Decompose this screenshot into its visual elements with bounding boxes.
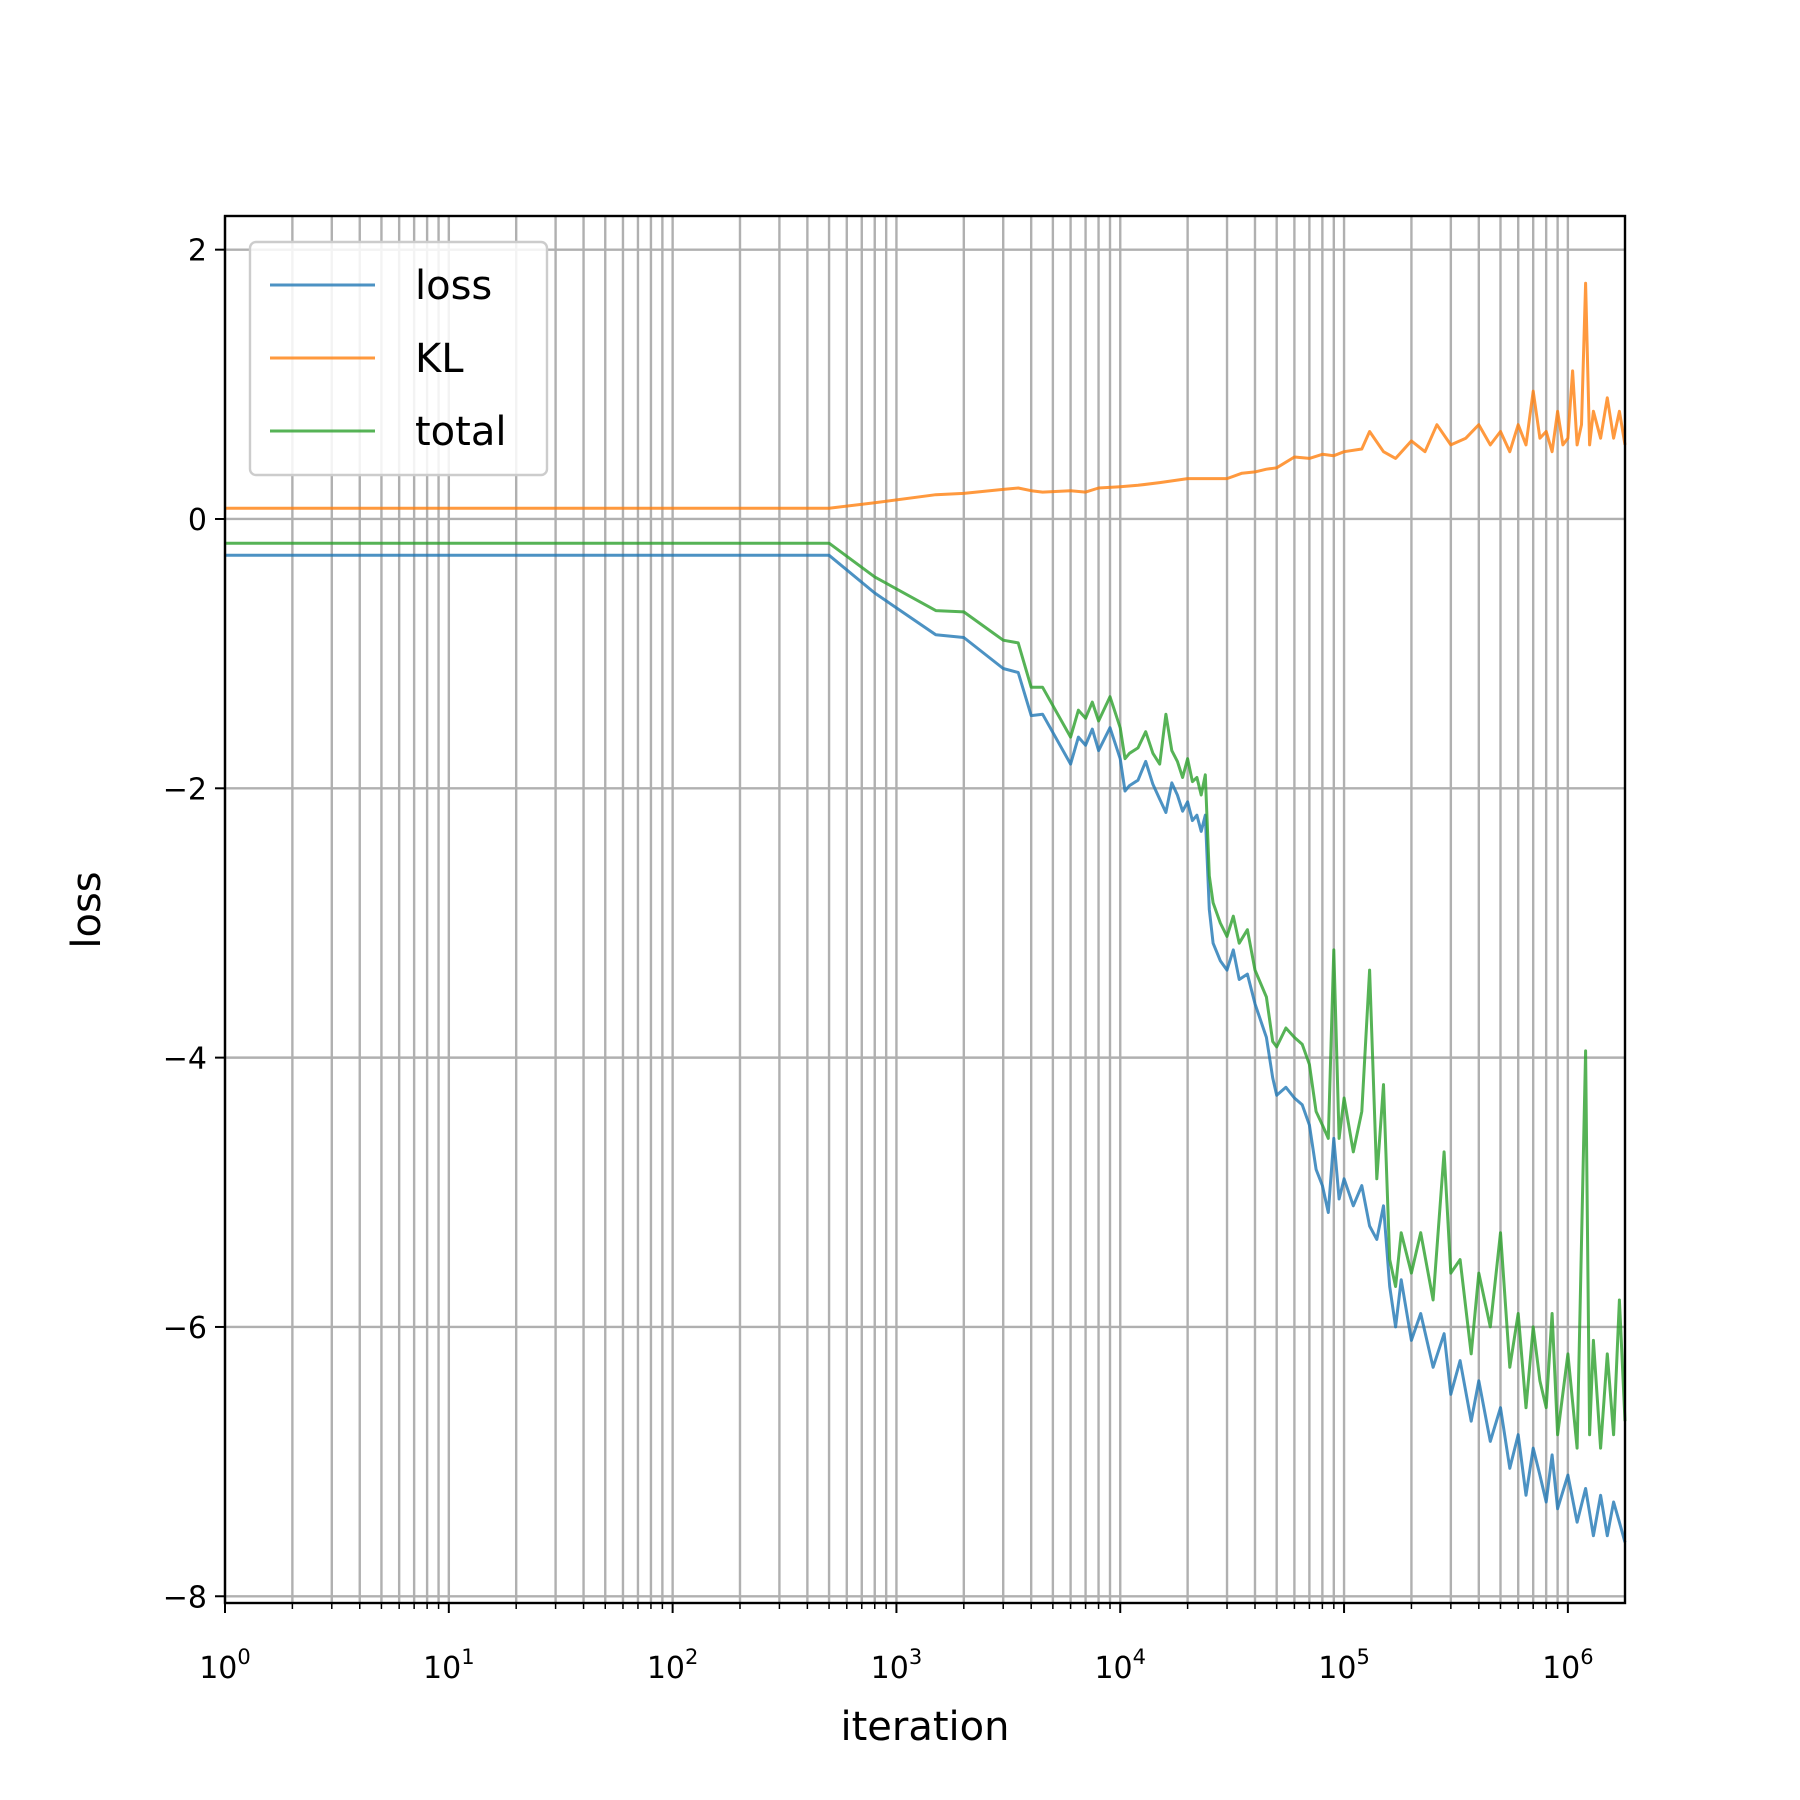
y-tick-label: −6 — [163, 1311, 207, 1346]
x-tick-label: 102 — [647, 1645, 699, 1686]
y-axis-label: loss — [64, 871, 110, 948]
x-tick-label: 105 — [1318, 1645, 1370, 1686]
legend-label-total: total — [415, 409, 506, 455]
series-lines — [225, 281, 1627, 1543]
plot-frame — [223, 214, 1627, 1605]
y-tick-label: 2 — [188, 234, 207, 269]
y-tick-label: −8 — [163, 1580, 207, 1615]
ticks: 2 0 −2 −4 −6 −8 100 101 102 103 104 105 106 — [163, 234, 1594, 1686]
legend-label-loss: loss — [415, 263, 492, 309]
x-axis-label: iteration — [841, 1704, 1010, 1750]
x-tick-label: 101 — [423, 1645, 475, 1686]
x-tick-label: 106 — [1542, 1645, 1594, 1686]
y-tick-label: 0 — [188, 503, 207, 538]
x-tick-label: 103 — [871, 1645, 923, 1686]
x-tick-label: 104 — [1094, 1645, 1146, 1686]
x-tick-label: 100 — [199, 1645, 251, 1686]
series-line-loss — [225, 553, 1627, 1543]
y-tick-label: −4 — [163, 1042, 207, 1077]
series-line-kl — [225, 281, 1627, 510]
series-line-total — [225, 541, 1627, 1450]
legend-label-kl: KL — [415, 336, 464, 382]
legend-box — [248, 240, 549, 477]
legend: loss KL total — [248, 240, 549, 477]
y-tick-label: −2 — [163, 772, 207, 807]
